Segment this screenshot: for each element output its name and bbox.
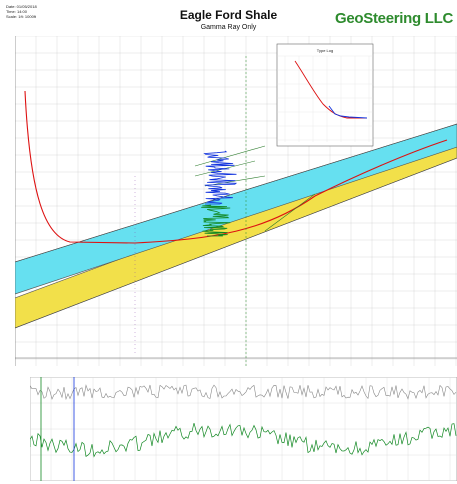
green-log-trace <box>30 423 457 458</box>
meta-line-time: Time: 14:00 <box>6 9 27 14</box>
wellbore-trajectory <box>24 90 448 244</box>
cyan-formation-band <box>15 123 457 295</box>
plot-subtitle: Gamma Ray Only <box>200 24 257 31</box>
gamma-ray-trace-green <box>201 204 231 237</box>
band-boundary-bottom <box>15 157 457 329</box>
inset-grid <box>277 55 373 142</box>
meta-line-date: Date: 01/05/2018 <box>6 4 37 9</box>
inset-title: Type Log <box>317 48 333 53</box>
type-log-inset[interactable]: Type Log <box>276 43 374 147</box>
gamma-ray-trace-blue <box>203 150 238 205</box>
inset-red-curve <box>294 60 367 119</box>
inset-blue-curve <box>328 105 368 119</box>
projected-path <box>194 145 316 232</box>
plot-title: Eagle Ford Shale <box>179 8 278 22</box>
meta-line-scale: Scale: 1ft: 1000ft <box>6 14 37 19</box>
plot-metadata: Date: 01/05/2018 Time: 14:00 Scale: 1ft:… <box>6 4 37 19</box>
log-strip-plot[interactable] <box>30 377 457 481</box>
band-boundary-top <box>15 123 457 263</box>
gray-log-trace <box>30 384 457 401</box>
cross-section-plot[interactable]: Type Log <box>15 36 457 366</box>
brand-logo: GeoSteering LLC <box>334 10 453 27</box>
